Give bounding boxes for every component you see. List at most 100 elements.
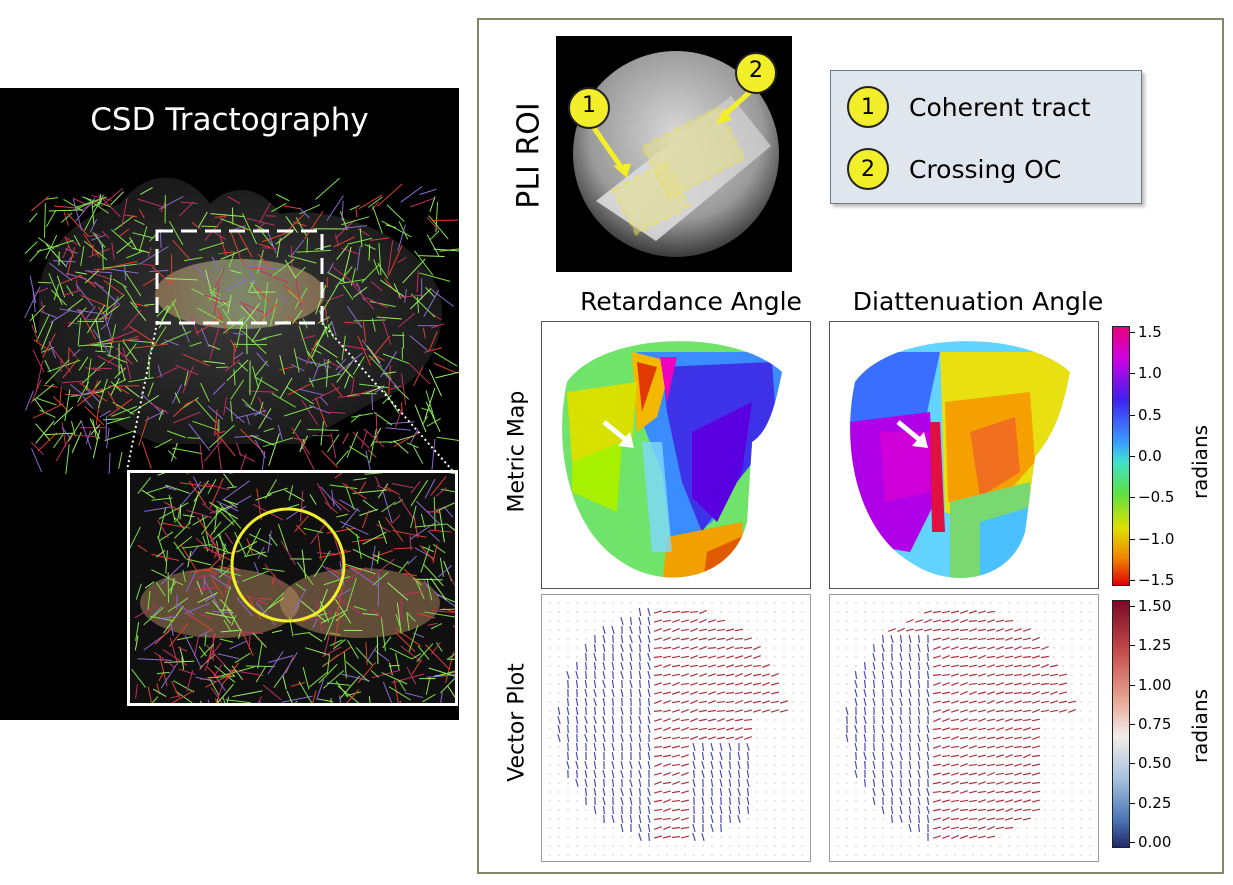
vector-glyph [995,700,1005,704]
vector-glyph [690,628,698,632]
fiber-stroke [198,646,207,657]
vector-glyph [810,836,811,837]
vector-glyph [909,602,911,604]
vector-glyph [873,827,875,829]
vector-glyph [593,751,597,761]
vector-glyph [558,656,560,658]
vector-glyph [933,745,941,749]
vector-glyph [926,796,930,806]
vector-glyph [1050,690,1058,696]
vector-glyph [698,700,708,704]
fiber-stroke [258,597,272,600]
vector-glyph [1062,836,1064,838]
vector-glyph [905,628,915,632]
vector-glyph [711,845,713,847]
vector-glyph [549,638,551,640]
vector-glyph [549,755,551,757]
fiber-stroke [324,305,329,323]
fiber-stroke [267,530,272,553]
fiber-stroke [92,232,106,248]
vector-glyph [743,637,753,641]
fiber-stroke [216,306,228,335]
fiber-stroke [414,523,447,528]
vector-glyph [710,760,714,770]
fiber-stroke [158,409,164,421]
vector-glyph [765,809,767,811]
vector-glyph [792,737,794,739]
vector-glyph [1013,736,1023,740]
fiber-stroke [386,421,415,425]
fiber-stroke [61,422,67,448]
vector-glyph [941,673,951,677]
fiber-stroke [374,386,385,393]
vector-glyph [684,845,686,847]
fiber-stroke [295,278,302,308]
vector-glyph [756,836,758,838]
vector-glyph [1049,664,1059,668]
vector-glyph [926,733,930,743]
fiber-stroke [36,397,57,406]
vector-glyph [872,670,876,680]
fiber-stroke [302,666,310,690]
fiber-stroke [428,369,442,397]
fiber-stroke [241,330,267,355]
fiber-stroke [166,430,186,438]
fiber-stroke [89,218,98,233]
fiber-stroke [402,258,426,284]
fiber-stroke [200,327,210,348]
fiber-stroke [262,231,292,243]
vector-glyph [594,854,596,856]
fiber-stroke [190,315,199,336]
vector-glyph [951,709,959,713]
vector-glyph [576,629,578,631]
vector-glyph [810,854,811,855]
vector-glyph [864,611,866,613]
vector-glyph [743,718,753,722]
fiber-stroke [316,679,325,700]
vector-glyph [1098,701,1099,702]
vector-glyph [765,782,767,784]
vector-glyph [725,700,735,704]
fiber-stroke [342,246,352,281]
fiber-stroke [286,690,293,703]
fiber-stroke [345,577,357,612]
vector-glyph [1062,845,1064,847]
fiber-stroke [108,338,139,343]
fiber-stroke [337,394,361,398]
vector-glyph [720,602,722,604]
vector-glyph [693,854,695,856]
vector-glyph [1031,727,1041,731]
vector-glyph [716,709,726,713]
vector-glyph [638,625,642,635]
fiber-stroke [53,284,60,301]
vector-glyph [783,611,785,613]
vector-glyph [995,709,1005,713]
vector-glyph [1089,845,1091,847]
vector-glyph [611,679,615,689]
vector-glyph [891,854,893,856]
fiber-stroke [207,405,224,420]
fiber-stroke [138,415,149,447]
vector-glyph [611,760,615,770]
metric-colorbar-tick-mark [1130,538,1135,540]
vector-glyph [611,751,615,761]
fiber-stroke [430,476,447,496]
vector-glyph [593,742,597,752]
vector-glyph [1098,620,1099,621]
fiber-stroke [409,197,435,208]
vector-glyph [629,814,633,824]
vector-glyph [1031,781,1041,785]
fiber-stroke [301,549,307,579]
vector-glyph [638,742,642,752]
vector-glyph [899,652,903,662]
fiber-stroke [151,696,159,703]
vector-glyph [987,664,995,668]
vector-glyph [729,845,731,847]
vector-glyph [846,701,848,703]
vector-colorbar-tick-mark [1130,763,1135,765]
vector-glyph [1071,746,1073,748]
fiber-stroke [234,352,244,360]
vector-glyph [653,745,663,749]
vector-glyph [1053,719,1055,721]
vector-glyph [917,643,921,653]
